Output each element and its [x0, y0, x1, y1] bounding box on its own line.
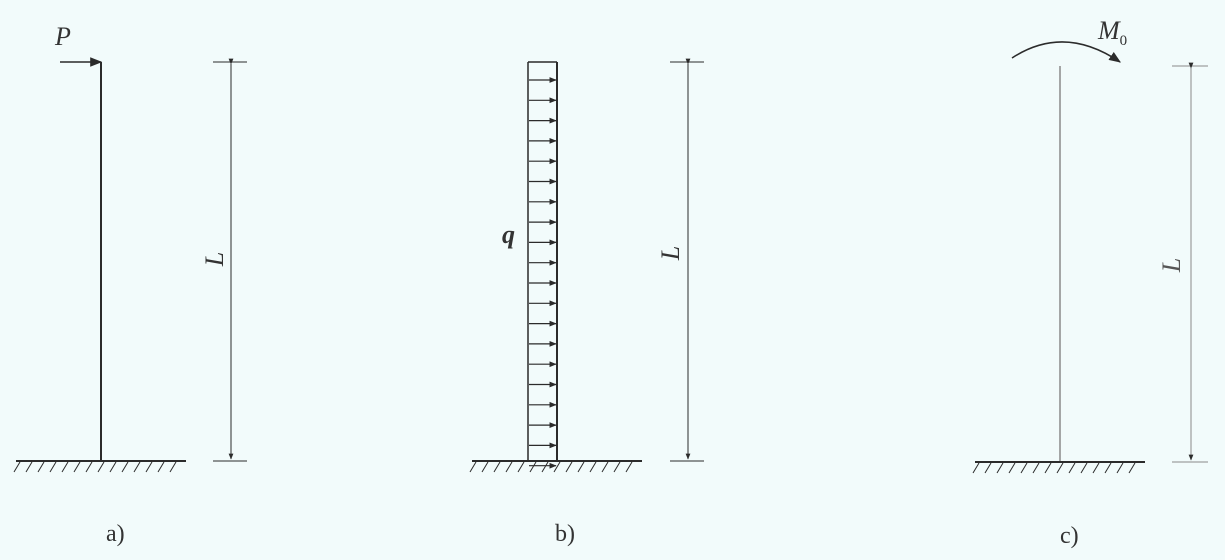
hatch-mark [996, 462, 1004, 474]
dimension-line-c [1172, 62, 1208, 463]
hatch-mark [469, 461, 477, 473]
figure-c [972, 41, 1208, 474]
hatch-mark [1092, 462, 1100, 474]
hatch-mark [1104, 462, 1112, 474]
hatch-mark [1080, 462, 1088, 474]
ground-hatch-a [13, 461, 177, 473]
hatch-mark [109, 461, 117, 473]
hatch-mark [1068, 462, 1076, 474]
hatch-mark [133, 461, 141, 473]
hatch-mark [1008, 462, 1016, 474]
dimension-line-b [670, 58, 704, 462]
distributed-load-arrows [529, 77, 557, 469]
hatch-mark [613, 461, 621, 473]
hatch-mark [541, 461, 549, 473]
hatch-mark [85, 461, 93, 473]
hatch-mark [1032, 462, 1040, 474]
hatch-mark [1056, 462, 1064, 474]
figure-a [13, 57, 247, 473]
hatch-mark [972, 462, 980, 474]
moment-subscript: 0 [1119, 33, 1128, 50]
hatch-mark [984, 462, 992, 474]
hatch-mark [1020, 462, 1028, 474]
hatch-mark [493, 461, 501, 473]
hatch-mark [169, 461, 177, 473]
ground-hatch-b [469, 461, 633, 473]
length-label-b: L [656, 245, 686, 261]
hatch-mark [61, 461, 69, 473]
dimension-line-a [213, 58, 247, 462]
hatch-mark [1128, 462, 1136, 474]
hatch-mark [73, 461, 81, 473]
figure-b [469, 58, 704, 473]
moment-arrow [1011, 41, 1121, 63]
hatch-mark [157, 461, 165, 473]
hatch-mark [13, 461, 21, 473]
hatch-mark [25, 461, 33, 473]
length-label-c: L [1157, 257, 1187, 273]
load-label-m0: M0 [1098, 18, 1127, 49]
hatch-mark [1116, 462, 1124, 474]
caption-c: c) [1060, 523, 1079, 549]
length-label-a: L [200, 251, 230, 267]
hatch-mark [1044, 462, 1052, 474]
caption-b: b) [555, 521, 575, 547]
hatch-mark [601, 461, 609, 473]
load-label-p: P [55, 22, 71, 51]
ground-hatch-c [972, 462, 1136, 474]
load-label-q: q [502, 220, 515, 249]
hatch-mark [481, 461, 489, 473]
hatch-mark [589, 461, 597, 473]
hatch-mark [121, 461, 129, 473]
hatch-mark [625, 461, 633, 473]
caption-a: a) [106, 521, 125, 547]
hatch-mark [145, 461, 153, 473]
moment-symbol: M [1098, 16, 1120, 45]
hatch-mark [505, 461, 513, 473]
hatch-mark [517, 461, 525, 473]
hatch-mark [37, 461, 45, 473]
hatch-mark [529, 461, 537, 473]
hatch-mark [49, 461, 57, 473]
hatch-mark [553, 461, 561, 473]
hatch-mark [577, 461, 585, 473]
hatch-mark [565, 461, 573, 473]
hatch-mark [97, 461, 105, 473]
